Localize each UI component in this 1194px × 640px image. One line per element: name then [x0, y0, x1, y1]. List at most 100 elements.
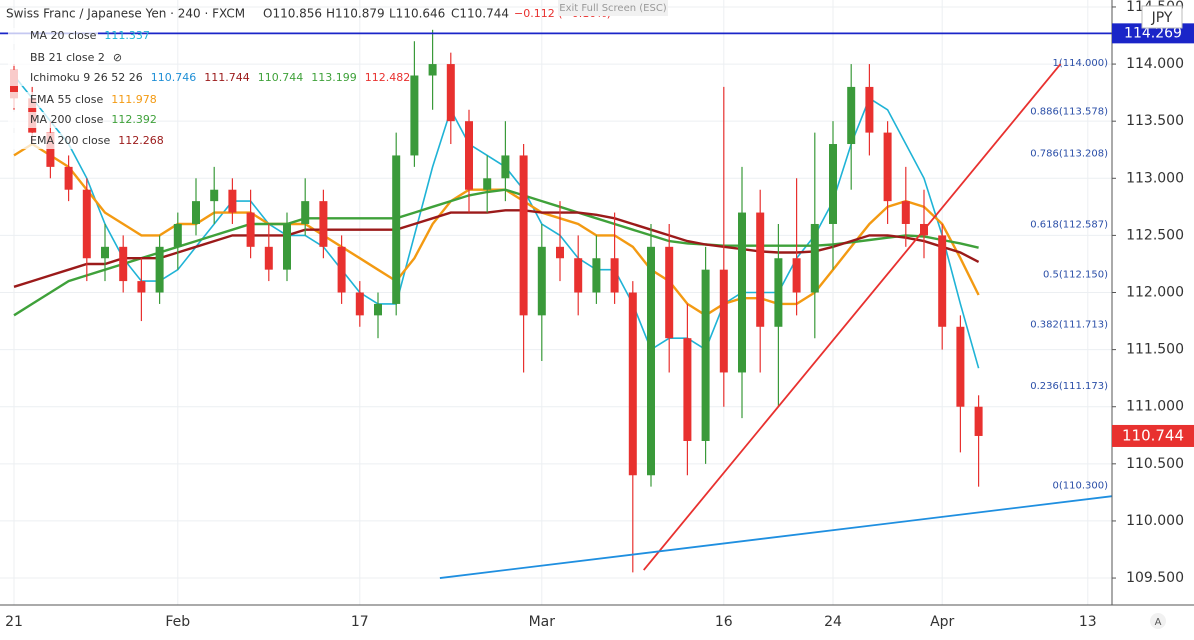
y-tick-label: 112.500 — [1126, 227, 1184, 243]
legend-value: 110.746 — [151, 71, 197, 84]
candle-body — [428, 64, 437, 76]
candle-body — [483, 178, 492, 190]
legend-value: 111.978 — [111, 93, 157, 106]
candle-body — [701, 269, 710, 441]
candle-body — [301, 201, 310, 224]
candle-body — [774, 258, 783, 327]
symbol: Swiss Franc / Japanese Yen · 240 · FXCM — [6, 7, 245, 21]
candle-body — [792, 258, 801, 293]
candle-body — [155, 246, 164, 293]
x-tick-label: 13 — [1079, 614, 1097, 630]
legend-label: MA 200 close — [30, 113, 104, 126]
candle-body — [355, 292, 364, 316]
legend-bg — [8, 70, 98, 86]
last-price-tag — [1112, 424, 1194, 447]
exit-text[interactable]: Exit Full Screen (ESC) — [559, 3, 667, 14]
legend-bg — [8, 28, 98, 44]
candle-body — [974, 406, 983, 436]
legend-label: MA 20 close — [30, 29, 97, 42]
candle-body — [264, 246, 273, 270]
x-tick-label: 17 — [351, 614, 369, 630]
candle-body — [683, 338, 692, 441]
fib-label: 0(110.300) — [1052, 481, 1108, 492]
candle-body — [119, 246, 128, 282]
candle-body — [719, 269, 728, 373]
candle-body — [173, 223, 182, 247]
x-tick-label: Apr — [930, 614, 954, 630]
candle-body — [410, 75, 419, 156]
candle-body — [628, 292, 637, 476]
legend-value: 113.199 — [311, 71, 357, 84]
candle-body — [228, 189, 237, 213]
legend-value: 111.337 — [104, 29, 150, 42]
ohlc-close: C110.744 — [451, 7, 509, 21]
legend-label: EMA 200 close — [30, 134, 111, 147]
legend-bg — [8, 50, 98, 66]
trendline — [643, 63, 1062, 571]
legend-value: 112.268 — [118, 134, 164, 147]
currency: JPY — [1151, 10, 1173, 26]
candle-body — [337, 246, 346, 293]
candle-body — [64, 166, 73, 190]
y-tick-label: 110.000 — [1126, 513, 1184, 529]
y-tick-label: 112.000 — [1126, 285, 1184, 301]
legend-value: 112.482 — [365, 71, 411, 84]
candle-body — [501, 155, 510, 179]
auto-scale[interactable] — [1150, 613, 1166, 629]
candle-body — [883, 132, 892, 202]
candle-body — [847, 86, 856, 145]
y-tick-label: 111.000 — [1126, 399, 1184, 415]
legend-value: 111.744 — [204, 71, 250, 84]
candle-body — [446, 64, 455, 122]
legend-bg — [8, 112, 98, 128]
x-tick-label: 16 — [715, 614, 733, 630]
currency-box — [1141, 5, 1183, 29]
candle-body — [592, 258, 601, 293]
legend-value: 112.392 — [111, 113, 157, 126]
candle-body — [665, 246, 674, 339]
y-tick-label: 109.500 — [1126, 570, 1184, 586]
candle-body — [537, 246, 546, 316]
x-tick-label: Mar — [529, 614, 556, 630]
candle-body — [938, 235, 947, 327]
fib-label: 0.382(111.713) — [1030, 319, 1108, 330]
price-axis — [1112, 0, 1194, 636]
candle-body — [246, 212, 255, 247]
legend-label: BB 21 close 2 — [30, 51, 105, 64]
candle-body — [647, 246, 655, 476]
candle-body — [519, 155, 528, 316]
legend-icon: ⊘ — [113, 51, 122, 64]
y-tick-label: 113.500 — [1126, 113, 1184, 129]
x-tick-label: 24 — [824, 614, 842, 630]
legend-label: EMA 55 close — [30, 93, 104, 106]
candle-body — [374, 303, 382, 316]
candle-body — [865, 86, 874, 133]
trendline — [439, 494, 1116, 579]
legend-label: Ichimoku 9 26 52 26 — [30, 71, 143, 84]
fib-label: 0.618(112.587) — [1030, 219, 1108, 230]
fib-label: 0.5(112.150) — [1043, 269, 1108, 280]
candle-body — [192, 201, 200, 224]
candle-body — [574, 258, 583, 293]
auto-scale-label[interactable]: A — [1155, 617, 1162, 628]
candle-body — [829, 144, 837, 224]
candle-body — [319, 201, 328, 247]
y-tick-label: 114.000 — [1126, 56, 1184, 72]
candle-body — [810, 223, 819, 293]
candle-body — [82, 189, 91, 259]
candle-body — [101, 246, 109, 259]
candle-body — [610, 258, 619, 293]
candle-body — [465, 121, 473, 190]
y-tick-label: 111.500 — [1126, 342, 1184, 358]
candle-body — [137, 281, 146, 293]
price-tag-label: 114.269 — [1124, 25, 1182, 41]
candle-body — [556, 246, 564, 259]
exit-button[interactable] — [558, 0, 668, 16]
fib-label: 0.886(113.578) — [1030, 106, 1108, 117]
candle-body — [210, 189, 219, 202]
candle-body — [956, 326, 965, 407]
ohlc-high: H110.879 — [326, 7, 385, 21]
candle-body — [392, 155, 401, 304]
